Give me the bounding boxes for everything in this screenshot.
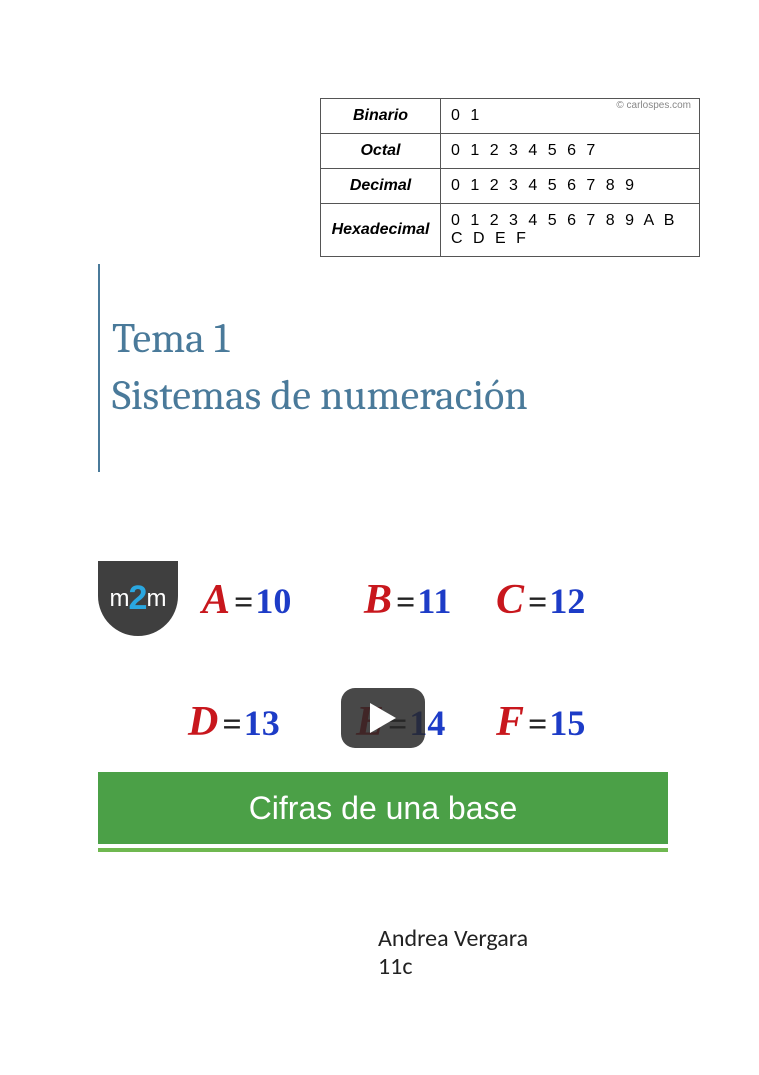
row-values: 0 1 2 3 4 5 6 7 8 9 [441,169,700,204]
table-row: Octal 0 1 2 3 4 5 6 7 [321,134,700,169]
hex-entry-b: B = 11 [364,576,451,624]
play-button[interactable] [341,688,425,748]
table-row: Binario 0 1 [321,99,700,134]
hex-entry-a: A = 10 [202,576,291,624]
author-block: Andrea Vergara 11c [378,925,528,980]
author-grade: 11c [378,953,528,981]
title-block: Tema 1 Sistemas de numeración [98,264,528,472]
hex-entry-f: F = 15 [496,698,585,746]
video-thumbnail[interactable]: m2m A = 10 B = 11 C = 12 D = 13 E = 14 F [98,558,668,852]
document-page: © carlospes.com Binario 0 1 Octal 0 1 2 … [0,0,759,1075]
row-label: Octal [321,134,441,169]
table-row: Decimal 0 1 2 3 4 5 6 7 8 9 [321,169,700,204]
hex-entry-c: C = 12 [496,576,585,624]
m2m-logo: m2m [98,561,178,636]
row-values: 0 1 2 3 4 5 6 7 [441,134,700,169]
video-caption: Cifras de una base [98,772,668,844]
page-title: Tema 1 Sistemas de numeración [100,311,528,424]
author-name: Andrea Vergara [378,925,528,953]
row-label: Decimal [321,169,441,204]
hex-entry-d: D = 13 [188,698,280,746]
play-icon [370,703,396,733]
title-line1: Tema 1 [112,314,229,363]
row-label: Binario [321,99,441,134]
title-line2: Sistemas de numeración [112,371,528,420]
number-systems-table: Binario 0 1 Octal 0 1 2 3 4 5 6 7 Decima… [320,98,700,257]
table-row: Hexadecimal 0 1 2 3 4 5 6 7 8 9 A B C D … [321,204,700,257]
row-values: 0 1 [441,99,700,134]
row-values: 0 1 2 3 4 5 6 7 8 9 A B C D E F [441,204,700,257]
row-label: Hexadecimal [321,204,441,257]
